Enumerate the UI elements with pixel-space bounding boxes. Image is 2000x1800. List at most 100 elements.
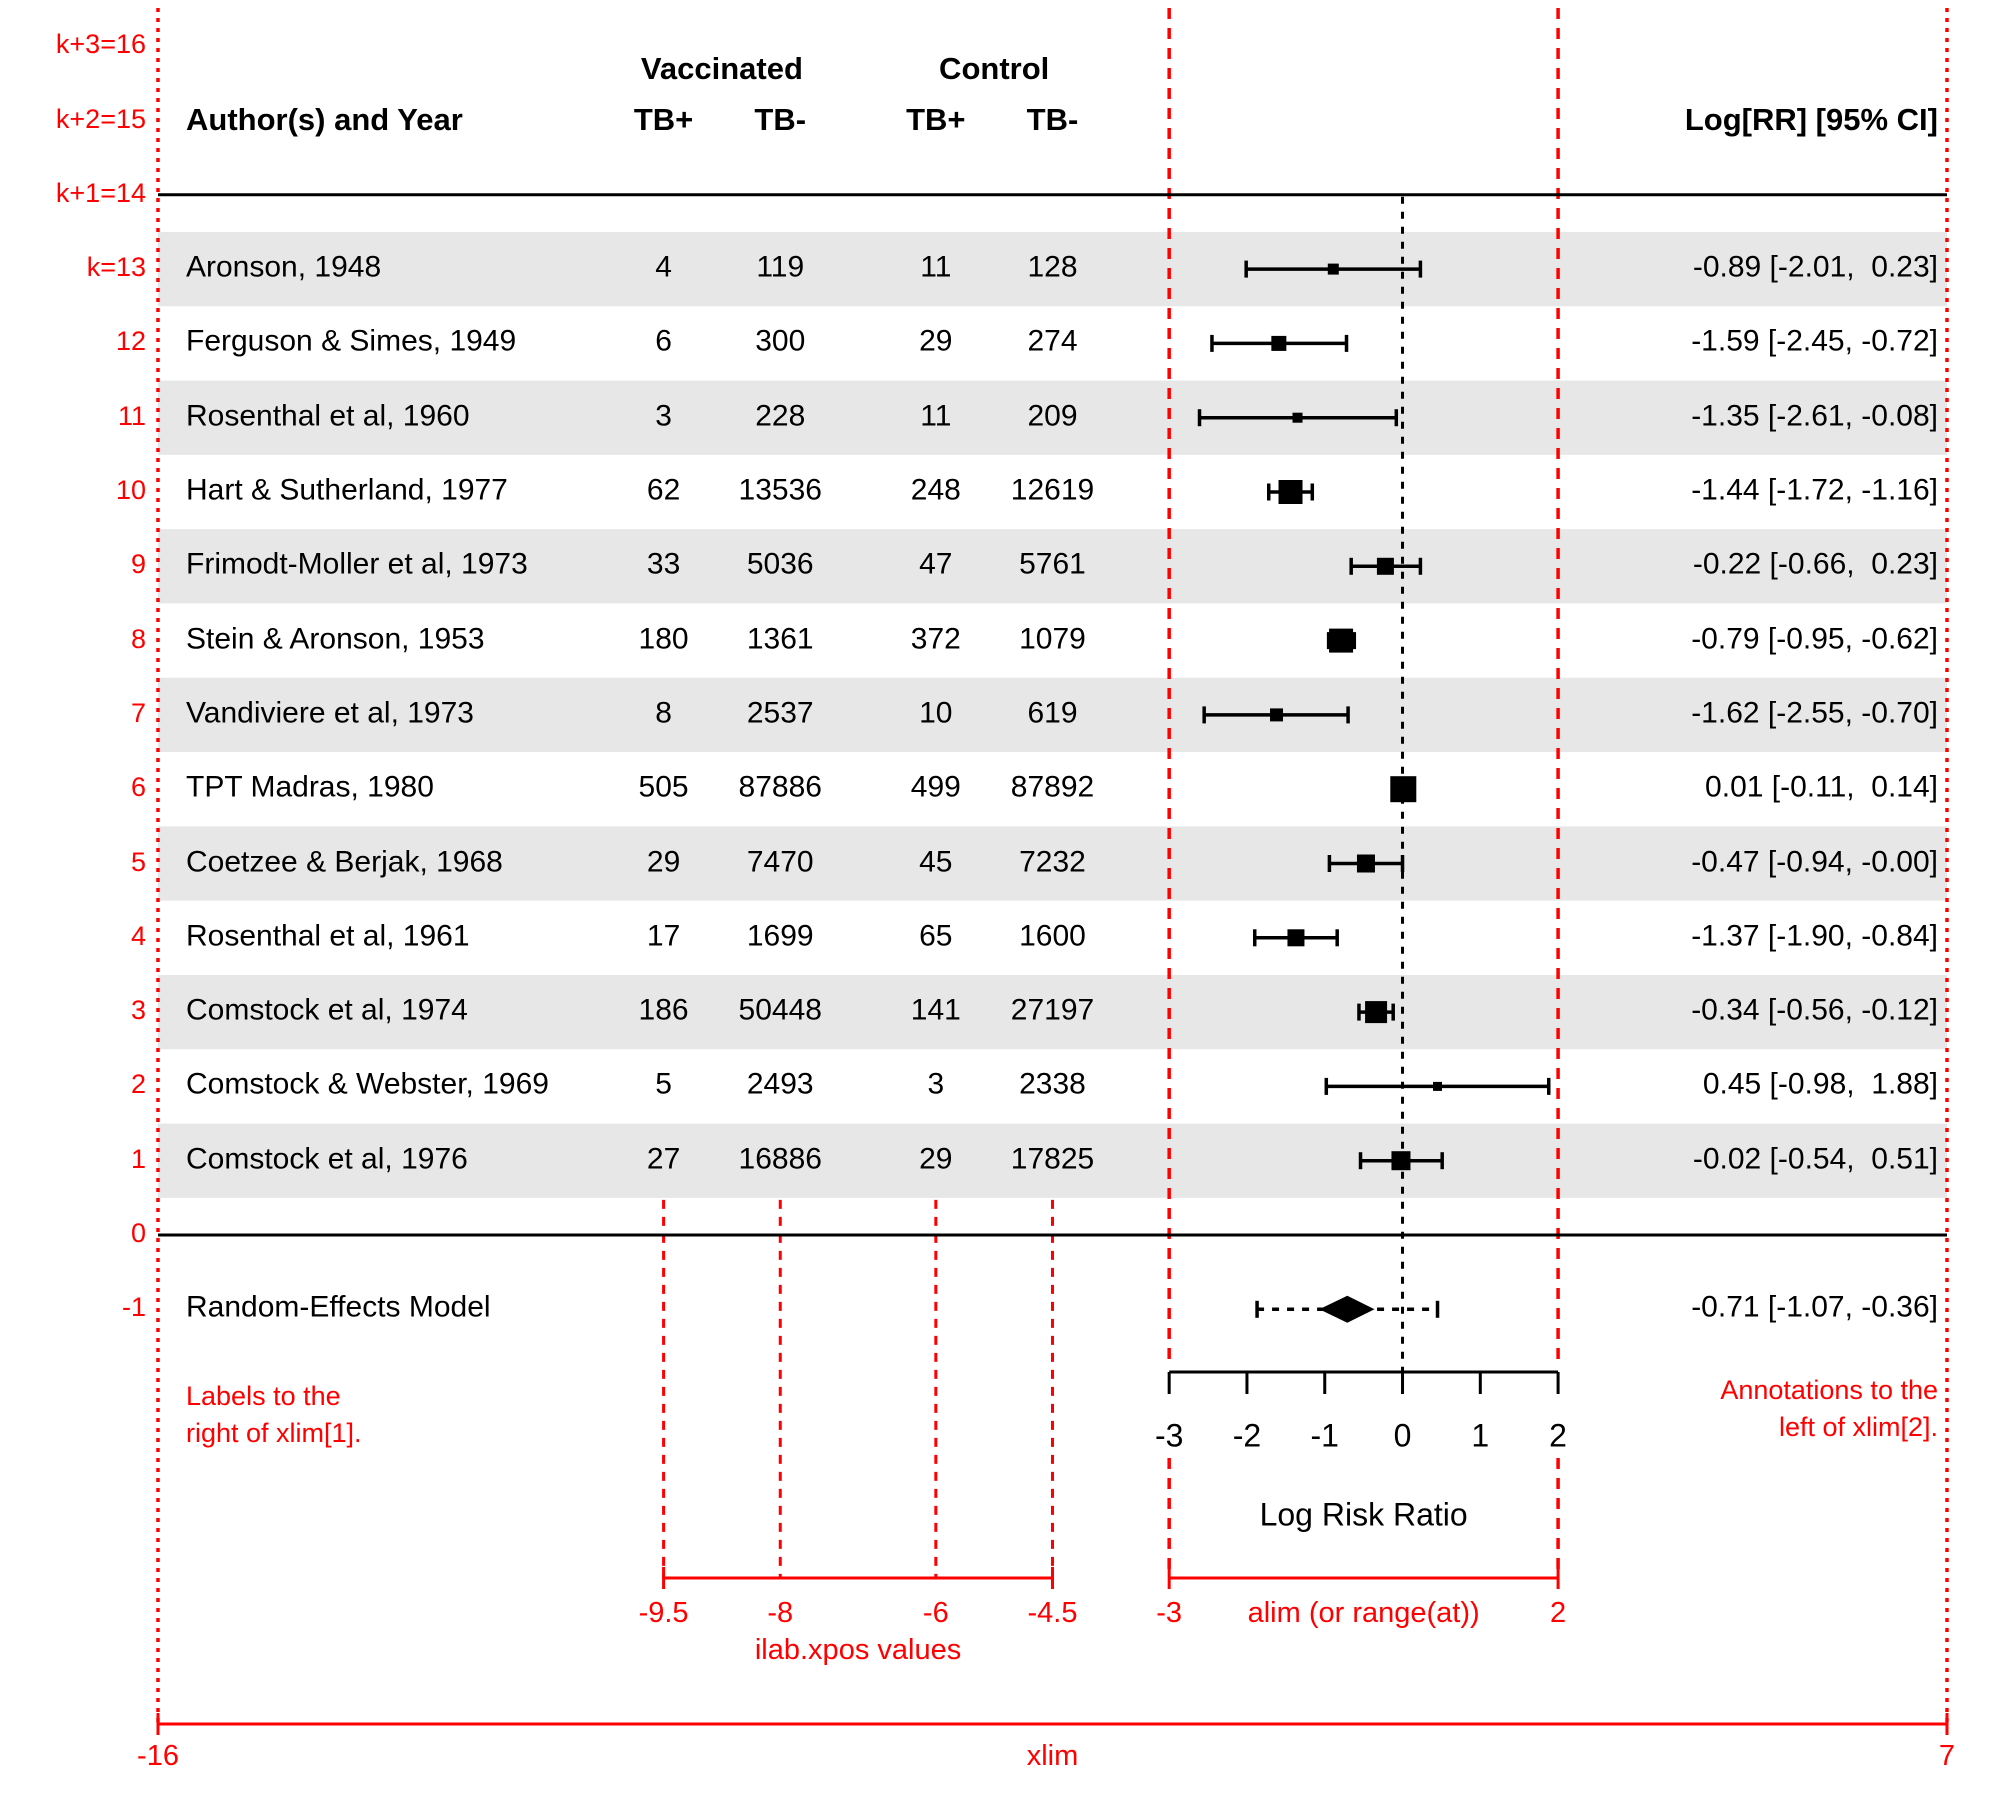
study-annotation: -0.22 [-0.66, 0.23] — [1692, 547, 1938, 581]
row-index-label: 11 — [117, 400, 146, 431]
row-shading-band — [158, 974, 1947, 1050]
study-author-label: Stein & Aronson, 1953 — [186, 622, 485, 656]
study-count-value: 3 — [927, 1067, 945, 1101]
x-axis-tick-label: -2 — [1232, 1417, 1262, 1454]
row-index-label: 3 — [130, 995, 146, 1026]
alim-axis-left-label: -3 — [1156, 1597, 1183, 1630]
study-count-value: 8 — [655, 696, 672, 730]
study-count-value: 619 — [1027, 696, 1078, 730]
row-index-label: 10 — [115, 475, 146, 506]
row-shading-band — [158, 677, 1947, 753]
study-count-value: 17 — [646, 919, 681, 953]
row-shading-band — [158, 529, 1947, 604]
row-index-label: 5 — [130, 846, 146, 877]
study-count-value: 11 — [920, 250, 952, 284]
study-count-value: 65 — [919, 919, 953, 953]
study-count-value: 141 — [910, 993, 961, 1027]
left-margin-note-line2: right of xlim[1]. — [186, 1418, 362, 1449]
summary-row-label: Random-Effects Model — [186, 1290, 491, 1324]
study-count-value: 17825 — [1010, 1142, 1095, 1176]
study-count-value: 2537 — [746, 696, 814, 730]
point-estimate-square — [1356, 854, 1375, 873]
study-annotation: -1.59 [-2.45, -0.72] — [1691, 324, 1938, 358]
study-count-value: 47 — [919, 547, 953, 581]
right-margin-note-line1: Annotations to the — [1720, 1375, 1938, 1406]
xlim-axis-caption: xlim — [1026, 1740, 1079, 1773]
study-count-value: 1699 — [746, 919, 814, 953]
study-count-value: 372 — [910, 622, 961, 656]
row-index-label: 12 — [115, 326, 146, 357]
study-author-label: Aronson, 1948 — [186, 250, 382, 284]
study-count-value: 62 — [646, 473, 681, 507]
row-index-label: 4 — [130, 920, 146, 951]
study-annotation: -1.62 [-2.55, -0.70] — [1691, 696, 1938, 730]
study-author-label: Comstock et al, 1974 — [186, 993, 468, 1027]
x-axis-tick-label: 1 — [1471, 1417, 1490, 1454]
row-shading-band — [158, 380, 1947, 455]
point-estimate-square — [1365, 1001, 1388, 1024]
annotation-column-header: Log[RR] [95% CI] — [1684, 101, 1938, 137]
study-annotation: -0.89 [-2.01, 0.23] — [1692, 250, 1938, 284]
column-header-tb: TB+ — [906, 101, 966, 137]
row-index-label: k+2=15 — [55, 103, 146, 134]
study-annotation: 0.01 [-0.11, 0.14] — [1705, 770, 1938, 804]
row-index-label: k+1=14 — [55, 177, 146, 208]
study-count-value: 16886 — [738, 1142, 822, 1176]
study-count-value: 119 — [756, 250, 805, 284]
point-estimate-square — [1292, 412, 1303, 423]
study-author-label: Vandiviere et al, 1973 — [186, 696, 474, 730]
summary-annotation: -0.71 [-1.07, -0.36] — [1691, 1290, 1938, 1324]
row-index-label: 1 — [130, 1143, 146, 1174]
study-count-value: 4 — [655, 250, 672, 284]
study-count-value: 29 — [919, 324, 953, 358]
study-author-label: Rosenthal et al, 1961 — [186, 919, 470, 953]
study-count-value: 11 — [920, 399, 952, 433]
study-count-value: 274 — [1027, 324, 1078, 358]
ilab-axis-caption: ilab.xpos values — [754, 1634, 962, 1667]
study-author-label: Frimodt-Moller et al, 1973 — [186, 547, 528, 581]
row-shading-band — [158, 1123, 1947, 1198]
study-count-value: 3 — [655, 399, 672, 433]
x-axis-tick-label: 0 — [1393, 1417, 1412, 1454]
study-count-value: 10 — [919, 696, 953, 730]
study-author-label: TPT Madras, 1980 — [186, 770, 434, 804]
study-count-value: 180 — [638, 622, 689, 656]
row-index-label: 8 — [130, 623, 146, 654]
study-count-value: 209 — [1027, 399, 1078, 433]
study-count-value: 5 — [655, 1067, 672, 1101]
study-count-value: 29 — [919, 1142, 953, 1176]
column-header-tb: TB- — [1026, 101, 1079, 137]
study-count-value: 5761 — [1019, 547, 1086, 581]
vaccinated-group-header: Vaccinated — [640, 50, 803, 86]
row-index-label: 7 — [130, 698, 146, 729]
study-count-value: 29 — [646, 845, 681, 878]
summary-diamond — [1319, 1295, 1375, 1323]
study-count-value: 186 — [638, 993, 689, 1027]
row-index-label: 2 — [130, 1069, 146, 1100]
study-count-value: 12619 — [1010, 473, 1095, 507]
control-group-header: Control — [939, 50, 1050, 86]
point-estimate-square — [1433, 1081, 1443, 1091]
study-count-value: 228 — [755, 399, 806, 433]
study-annotation: -0.02 [-0.54, 0.51] — [1692, 1142, 1938, 1176]
study-count-value: 1361 — [746, 622, 814, 656]
ilab-axis-tick-label: -9.5 — [638, 1597, 689, 1630]
x-axis-tick-label: -3 — [1154, 1417, 1184, 1454]
row-shading-band — [158, 826, 1947, 901]
study-count-value: 5036 — [746, 547, 814, 581]
study-annotation: -1.37 [-1.90, -0.84] — [1691, 919, 1938, 953]
study-count-value: 248 — [910, 473, 961, 507]
study-author-label: Rosenthal et al, 1960 — [186, 399, 470, 433]
study-count-value: 7232 — [1019, 845, 1086, 878]
study-count-value: 13536 — [738, 473, 822, 507]
study-count-value: 128 — [1027, 250, 1078, 284]
study-annotation: -0.79 [-0.95, -0.62] — [1691, 622, 1938, 656]
study-annotation: -1.35 [-2.61, -0.08] — [1691, 399, 1938, 433]
study-annotation: 0.45 [-0.98, 1.88] — [1702, 1067, 1938, 1101]
study-count-value: 27 — [646, 1142, 681, 1176]
study-count-value: 499 — [910, 770, 961, 804]
study-count-value: 6 — [655, 324, 672, 358]
right-margin-note-line2: left of xlim[2]. — [1778, 1412, 1938, 1443]
